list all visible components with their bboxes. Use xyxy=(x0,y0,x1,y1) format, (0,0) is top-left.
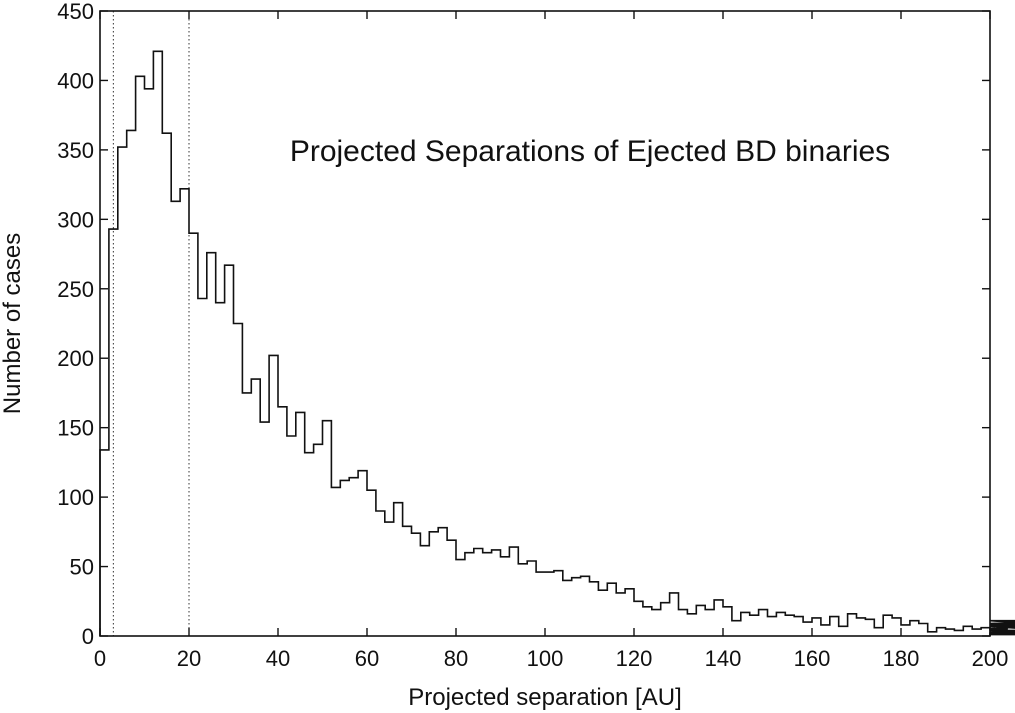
reference-lines xyxy=(112,11,190,636)
y-axis-label: Number of cases xyxy=(0,233,26,414)
x-tick-label: 80 xyxy=(444,646,468,671)
y-tick-label: 250 xyxy=(57,277,94,302)
y-tick-label: 100 xyxy=(57,485,94,510)
y-axis: 0 50 100 150 200 250 300 350 400 450 xyxy=(57,0,990,649)
x-tick-label: 120 xyxy=(616,646,653,671)
x-tick-label: 60 xyxy=(355,646,379,671)
chart-title: Projected Separations of Ejected BD bina… xyxy=(290,135,890,168)
y-tick-label: 150 xyxy=(57,416,94,441)
x-tick-label: 100 xyxy=(527,646,564,671)
x-axis-label: Projected separation [AU] xyxy=(408,684,681,711)
y-tick-label: 0 xyxy=(82,624,94,649)
x-tick-label: 140 xyxy=(705,646,742,671)
y-tick-label: 400 xyxy=(57,68,94,93)
y-tick-label: 50 xyxy=(70,555,94,580)
y-tick-label: 350 xyxy=(57,138,94,163)
x-tick-label: 160 xyxy=(794,646,831,671)
y-tick-label: 300 xyxy=(57,207,94,232)
y-tick-label: 450 xyxy=(57,0,94,24)
x-tick-label: 200 xyxy=(972,646,1009,671)
x-tick-label: 20 xyxy=(177,646,201,671)
y-tick-label: 200 xyxy=(57,346,94,371)
x-tick-label: 0 xyxy=(94,646,106,671)
x-axis: 0 20 40 60 80 100 120 140 160 180 200 xyxy=(94,11,1008,671)
x-tick-label: 180 xyxy=(883,646,920,671)
histogram-step-line xyxy=(99,50,1015,636)
x-tick-label: 40 xyxy=(266,646,290,671)
